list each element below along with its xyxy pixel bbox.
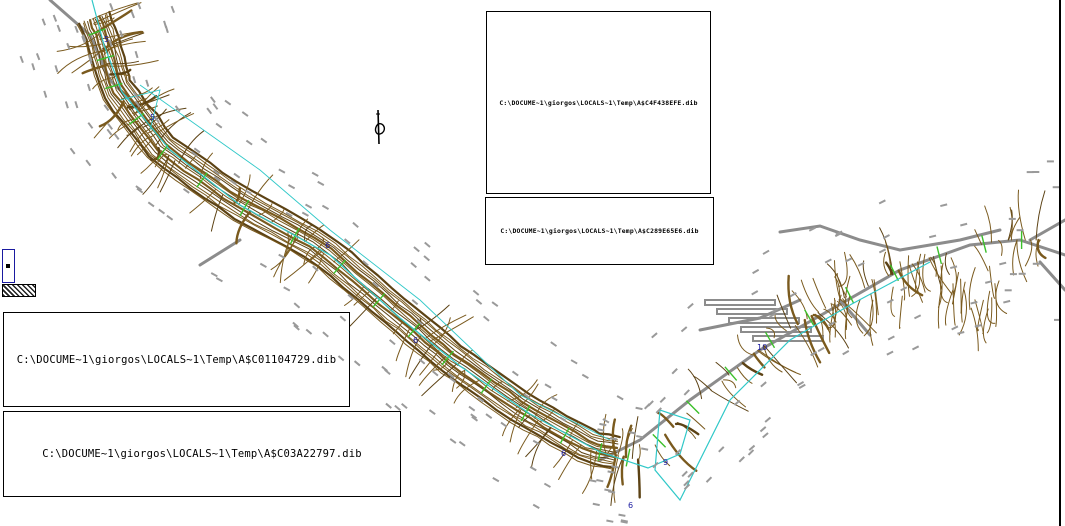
frame-path-label: C:\DOCUME~1\giorgos\LOCALS~1\Temp\A$C011… (16, 353, 337, 366)
hatch-symbol (2, 284, 36, 297)
frame-path-label: C:\DOCUME~1\giorgos\LOCALS~1\Temp\A$C289… (500, 227, 699, 235)
station-label: 6 (325, 241, 330, 250)
drawing-border-right (1059, 0, 1061, 526)
scale-marker (2, 249, 15, 283)
station-label: 10 (757, 343, 767, 352)
image-frame-ad-c03a22797[interactable]: C:\DOCUME~1\giorgos\LOCALS~1\Temp\A$C03A… (3, 411, 401, 497)
station-label: 5 (104, 35, 109, 44)
frame-path-label: C:\DOCUME~1\giorgos\LOCALS~1\Temp\A$C4F4… (499, 98, 698, 107)
image-frame-ad-c01104729[interactable]: C:\DOCUME~1\giorgos\LOCALS~1\Temp\A$C011… (3, 312, 350, 407)
north-arrow-icon (374, 109, 385, 145)
marker-dot (6, 264, 10, 268)
image-frame-ad-c289e65e6[interactable]: C:\DOCUME~1\giorgos\LOCALS~1\Temp\A$C289… (485, 197, 714, 265)
alignment-layer (91, 0, 931, 502)
image-frame-ad-c4f438efe[interactable]: C:\DOCUME~1\giorgos\LOCALS~1\Temp\A$C4F4… (486, 11, 711, 194)
station-label: 5 (150, 113, 155, 122)
road-layer (48, 0, 1065, 462)
station-label: 6 (413, 336, 418, 345)
annotation-ticks (19, 2, 1061, 524)
station-labels: 5 5 6 6 6 9 10 6 (104, 35, 767, 510)
station-label: 6 (561, 449, 566, 458)
station-label: 9 (663, 458, 668, 467)
station-label: 6 (628, 501, 633, 510)
frame-path-label: C:\DOCUME~1\giorgos\LOCALS~1\Temp\A$C03A… (42, 448, 362, 460)
